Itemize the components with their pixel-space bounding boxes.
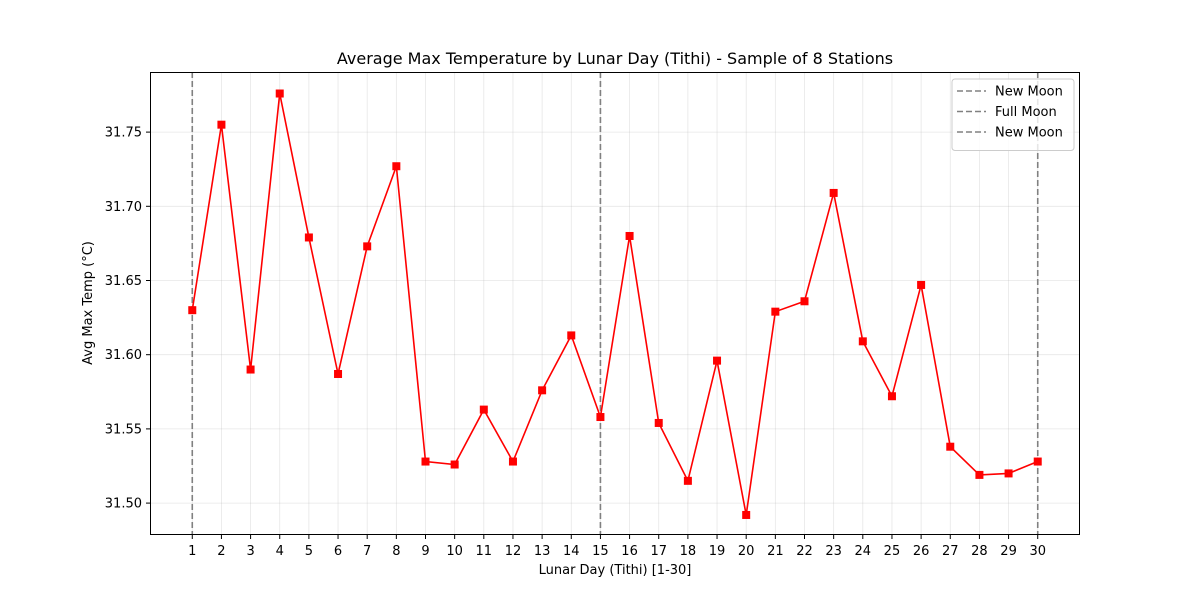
data-point	[217, 120, 226, 129]
y-tick-label: 31.70	[105, 200, 142, 215]
x-tick-label: 10	[446, 544, 463, 559]
data-point	[567, 331, 576, 340]
y-tick-label: 31.60	[105, 348, 142, 363]
x-axis-ticks: 1 2 3 4 5 6 7 8 9 10 11 12 13 14 15 16 17 18 19 20 21 22 23 24 2…	[188, 535, 1046, 559]
data-point	[421, 457, 430, 466]
data-point	[508, 457, 517, 466]
x-tick-label: 4	[276, 544, 284, 559]
x-tick-label: 19	[709, 544, 726, 559]
x-tick-label: 29	[1000, 544, 1017, 559]
data-point	[275, 89, 284, 98]
data-point	[1033, 457, 1042, 466]
data-point	[771, 307, 780, 316]
x-tick-label: 27	[942, 544, 959, 559]
x-tick-label: 23	[825, 544, 842, 559]
x-tick-label: 21	[767, 544, 784, 559]
y-tick-label: 31.65	[105, 274, 142, 289]
legend-label: Full Moon	[995, 105, 1057, 120]
x-tick-label: 22	[796, 544, 813, 559]
data-point	[742, 510, 751, 519]
data-point	[917, 280, 926, 289]
data-point	[625, 231, 634, 240]
data-point	[1004, 469, 1013, 478]
data-point	[246, 365, 255, 374]
data-point	[363, 242, 372, 251]
legend-box	[951, 78, 1075, 151]
data-point	[683, 476, 692, 485]
data-point	[479, 405, 488, 414]
x-tick-label: 20	[738, 544, 755, 559]
x-tick-label: 28	[971, 544, 988, 559]
x-tick-label: 13	[534, 544, 551, 559]
x-tick-label: 12	[505, 544, 522, 559]
legend-label: New Moon	[995, 126, 1063, 141]
data-point	[713, 356, 722, 365]
chart-title: Average Max Temperature by Lunar Day (Ti…	[337, 49, 893, 68]
legend-label: New Moon	[995, 85, 1063, 100]
data-point	[946, 442, 955, 451]
x-tick-label: 2	[217, 544, 225, 559]
data-point	[304, 233, 313, 242]
legend: New Moon Full Moon New Moon	[951, 78, 1075, 151]
x-tick-label: 5	[305, 544, 313, 559]
data-point	[596, 413, 605, 422]
y-tick-label: 31.55	[105, 422, 142, 437]
y-tick-label: 31.50	[105, 497, 142, 512]
data-point	[887, 392, 896, 401]
data-point	[858, 337, 867, 346]
x-tick-label: 26	[913, 544, 930, 559]
data-point	[334, 369, 343, 378]
data-point	[975, 470, 984, 479]
x-tick-label: 14	[563, 544, 580, 559]
x-tick-label: 18	[680, 544, 697, 559]
x-tick-label: 25	[884, 544, 901, 559]
x-tick-label: 7	[363, 544, 371, 559]
x-tick-label: 15	[592, 544, 609, 559]
x-tick-label: 6	[334, 544, 342, 559]
x-tick-label: 9	[421, 544, 429, 559]
y-axis-ticks: 31.50 31.55 31.60 31.65 31.70 31.75	[105, 126, 150, 512]
x-tick-label: 16	[621, 544, 638, 559]
y-axis-label: Avg Max Temp (°C)	[81, 241, 96, 365]
data-point	[188, 306, 197, 315]
series-line	[191, 93, 1039, 516]
data-point	[800, 297, 809, 306]
data-point	[538, 386, 547, 395]
x-tick-label: 30	[1029, 544, 1046, 559]
data-point	[654, 418, 663, 427]
data-point	[392, 162, 401, 171]
x-tick-label: 3	[246, 544, 254, 559]
x-tick-label: 11	[476, 544, 493, 559]
x-tick-label: 24	[855, 544, 872, 559]
x-axis-label: Lunar Day (Tithi) [1-30]	[539, 563, 692, 578]
x-tick-label: 1	[188, 544, 196, 559]
y-tick-label: 31.75	[105, 126, 142, 141]
plot-frame	[150, 72, 1080, 535]
series	[188, 89, 1042, 519]
x-tick-label: 17	[650, 544, 667, 559]
data-point	[829, 188, 838, 197]
x-tick-label: 8	[392, 544, 400, 559]
data-point	[450, 460, 459, 469]
